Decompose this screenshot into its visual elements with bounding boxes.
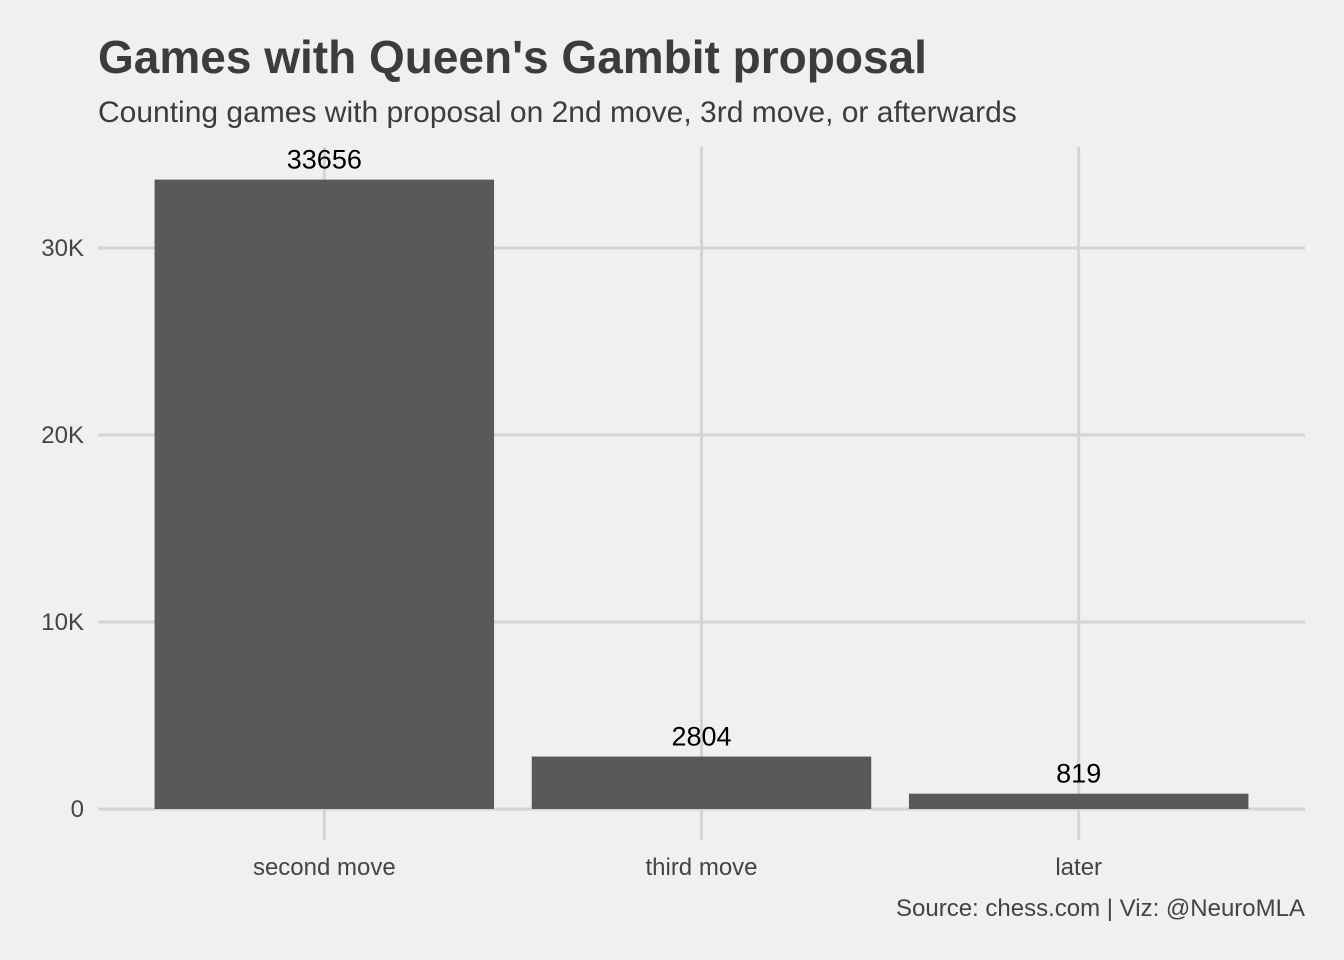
data-label: 33656 bbox=[287, 145, 362, 175]
data-label: 819 bbox=[1056, 759, 1101, 789]
y-tick-label: 0 bbox=[71, 796, 84, 823]
x-tick-label: third move bbox=[645, 854, 757, 881]
chart-caption: Source: chess.com | Viz: @NeuroMLA bbox=[896, 895, 1305, 922]
bar bbox=[154, 179, 495, 810]
y-tick-label: 20K bbox=[41, 422, 84, 449]
chart-subtitle: Counting games with proposal on 2nd move… bbox=[98, 96, 1017, 129]
y-tick-label: 10K bbox=[41, 609, 84, 636]
bar bbox=[531, 756, 872, 809]
y-tick-label: 30K bbox=[41, 235, 84, 262]
x-axis-ticks: second move third move later bbox=[253, 854, 1102, 881]
data-label: 2804 bbox=[671, 722, 731, 752]
bar bbox=[908, 793, 1249, 809]
data-labels: 33656 2804 819 bbox=[287, 145, 1101, 789]
y-axis-ticks: 0 10K 20K 30K bbox=[41, 235, 84, 823]
chart-title: Games with Queen's Gambit proposal bbox=[98, 31, 927, 83]
x-tick-label: second move bbox=[253, 854, 396, 881]
bars bbox=[154, 179, 1249, 810]
x-tick-label: later bbox=[1055, 854, 1102, 881]
